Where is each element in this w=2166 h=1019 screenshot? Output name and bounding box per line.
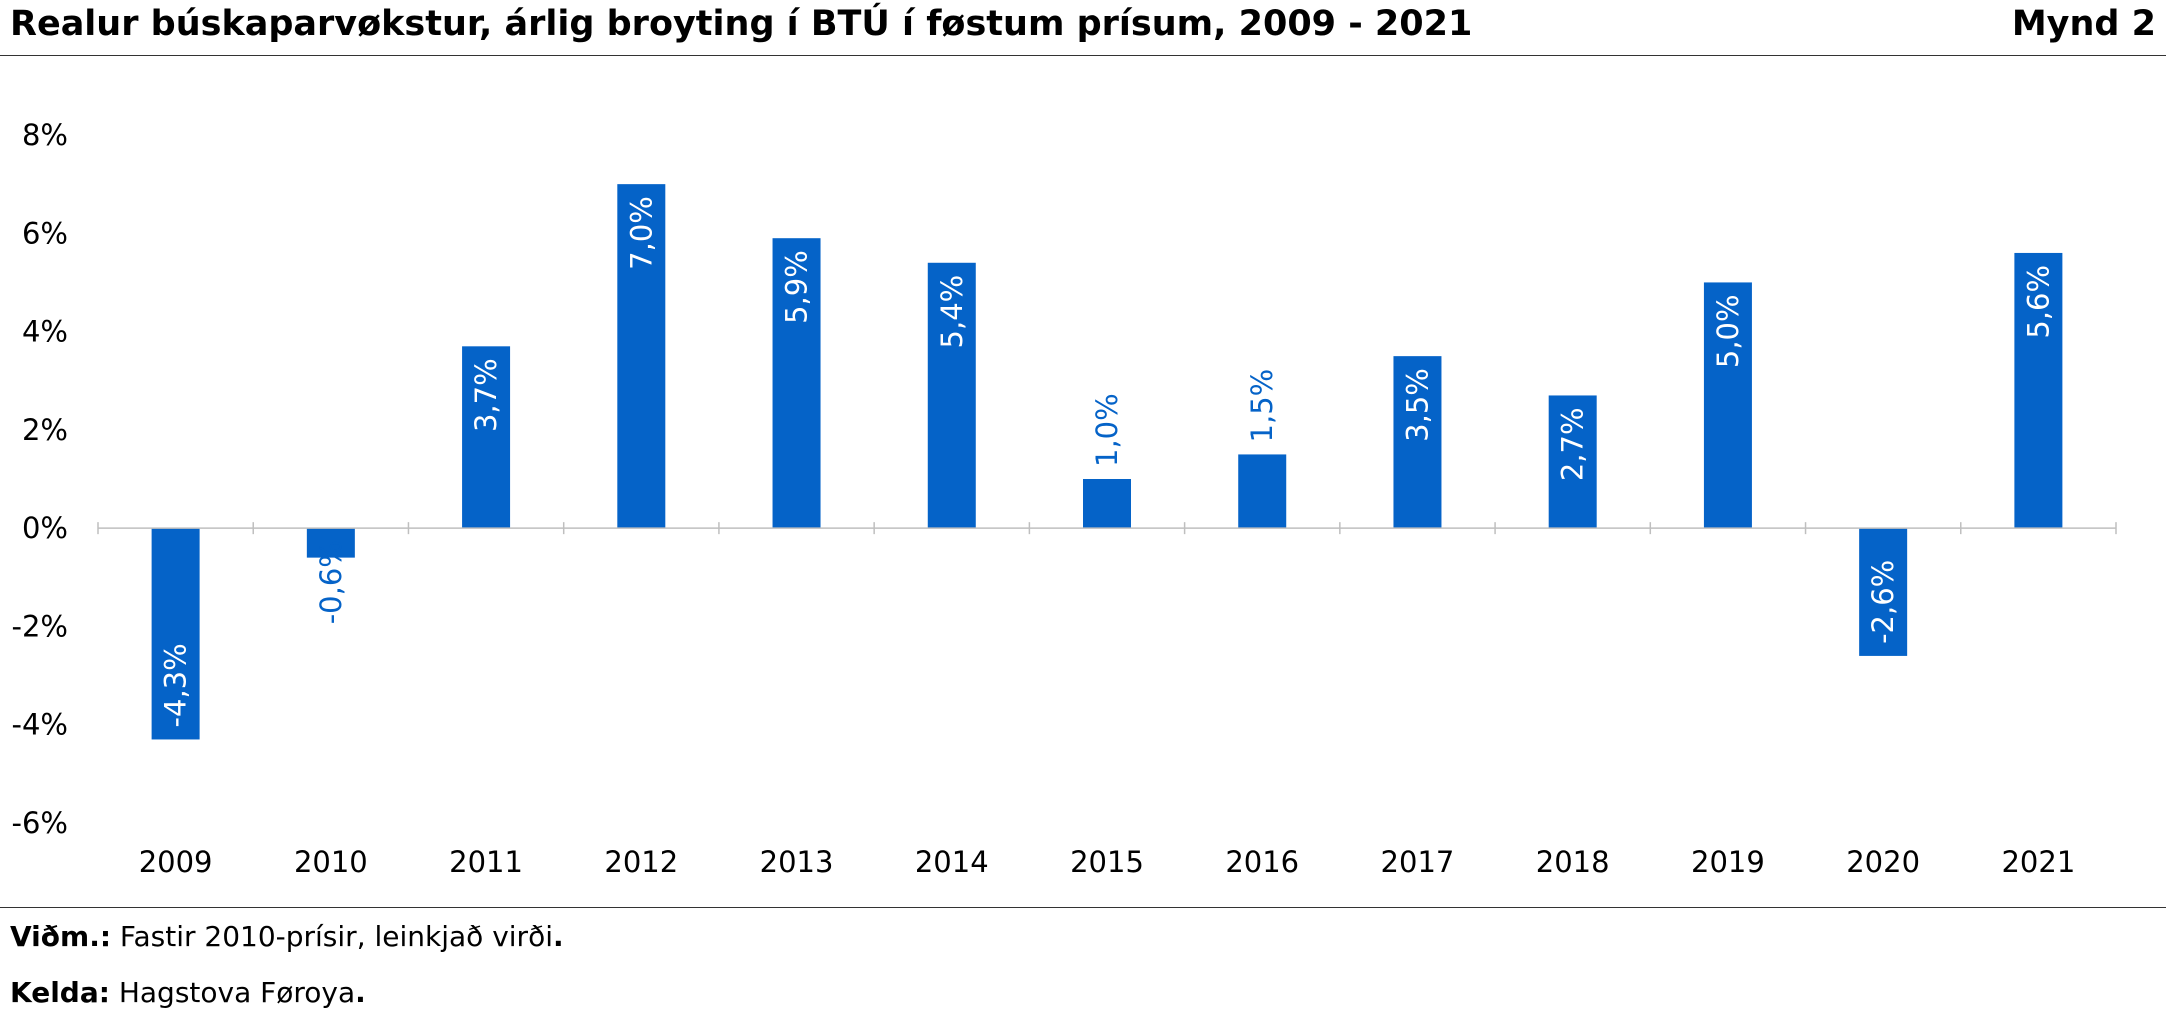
x-tick-label: 2017 (1381, 845, 1455, 879)
y-tick-label: 0% (22, 511, 68, 545)
chart-title: Realur búskaparvøkstur, árlig broyting í… (10, 4, 1473, 44)
bar (1083, 479, 1131, 529)
x-tick-label: 2011 (449, 845, 523, 879)
data-label: 3,5% (1400, 368, 1434, 442)
bar (1238, 454, 1287, 529)
data-label: 1,0% (1090, 393, 1124, 467)
data-label: 7,0% (624, 196, 658, 270)
x-tick-label: 2014 (915, 845, 989, 879)
footer-divider (0, 907, 2166, 908)
data-label: -0,6% (314, 540, 348, 624)
data-label: -4,3% (159, 643, 193, 727)
y-tick-label: -4% (12, 708, 68, 742)
bar (1859, 528, 1908, 656)
x-tick-label: 2018 (1536, 845, 1610, 879)
bar (1393, 356, 1442, 529)
y-tick-label: -6% (12, 806, 68, 840)
data-label: 5,0% (1711, 294, 1745, 368)
bar (772, 238, 821, 529)
x-tick-label: 2019 (1691, 845, 1765, 879)
figure-label: Mynd 2 (2011, 4, 2156, 44)
data-label: 2,7% (1556, 407, 1590, 481)
data-label: 1,5% (1245, 369, 1279, 443)
bar (927, 262, 976, 529)
note-text: Fastir 2010-prísir, leinkjað virði (111, 920, 553, 953)
x-tick-label: 2016 (1225, 845, 1299, 879)
bar (617, 184, 666, 529)
note-end-mark: . (552, 920, 564, 953)
note-label: Viðm.: (10, 920, 112, 953)
note-line: Viðm.: Fastir 2010-prísir, leinkjað virð… (10, 920, 564, 953)
x-tick-label: 2015 (1070, 845, 1144, 879)
x-tick-label: 2020 (1846, 845, 1920, 879)
bar (462, 346, 511, 529)
bar (151, 528, 200, 740)
y-tick-label: -2% (12, 609, 68, 643)
source-line: Kelda: Hagstova Føroya. (10, 976, 366, 1009)
bar (1548, 395, 1597, 529)
y-tick-label: 2% (22, 413, 68, 447)
y-tick-label: 6% (22, 216, 68, 250)
data-label: 5,6% (2021, 265, 2055, 339)
x-tick-label: 2013 (760, 845, 834, 879)
chart-header: Realur búskaparvøkstur, árlig broyting í… (0, 0, 2166, 56)
bar (306, 528, 355, 558)
data-label: -2,6% (1866, 560, 1900, 644)
x-tick-label: 2010 (294, 845, 368, 879)
bar (1703, 282, 1752, 529)
source-end-mark: . (355, 976, 366, 1009)
y-tick-label: 8% (22, 118, 68, 152)
x-tick-label: 2009 (139, 845, 213, 879)
bar-chart: 8% 6% 4% 2% 0% -2% -4% -6% -4,3% 2009 -0,6% 2010 3,7… (12, 118, 2117, 879)
source-text: Hagstova Føroya (109, 976, 356, 1009)
x-tick-label: 2012 (604, 845, 678, 879)
bar (2014, 252, 2063, 529)
x-tick-label: 2021 (2001, 845, 2075, 879)
source-label: Kelda: (10, 976, 110, 1009)
data-label: 5,4% (935, 275, 969, 349)
data-label: 5,9% (780, 250, 814, 324)
y-tick-label: 4% (22, 315, 68, 349)
data-label: 3,7% (469, 358, 503, 432)
